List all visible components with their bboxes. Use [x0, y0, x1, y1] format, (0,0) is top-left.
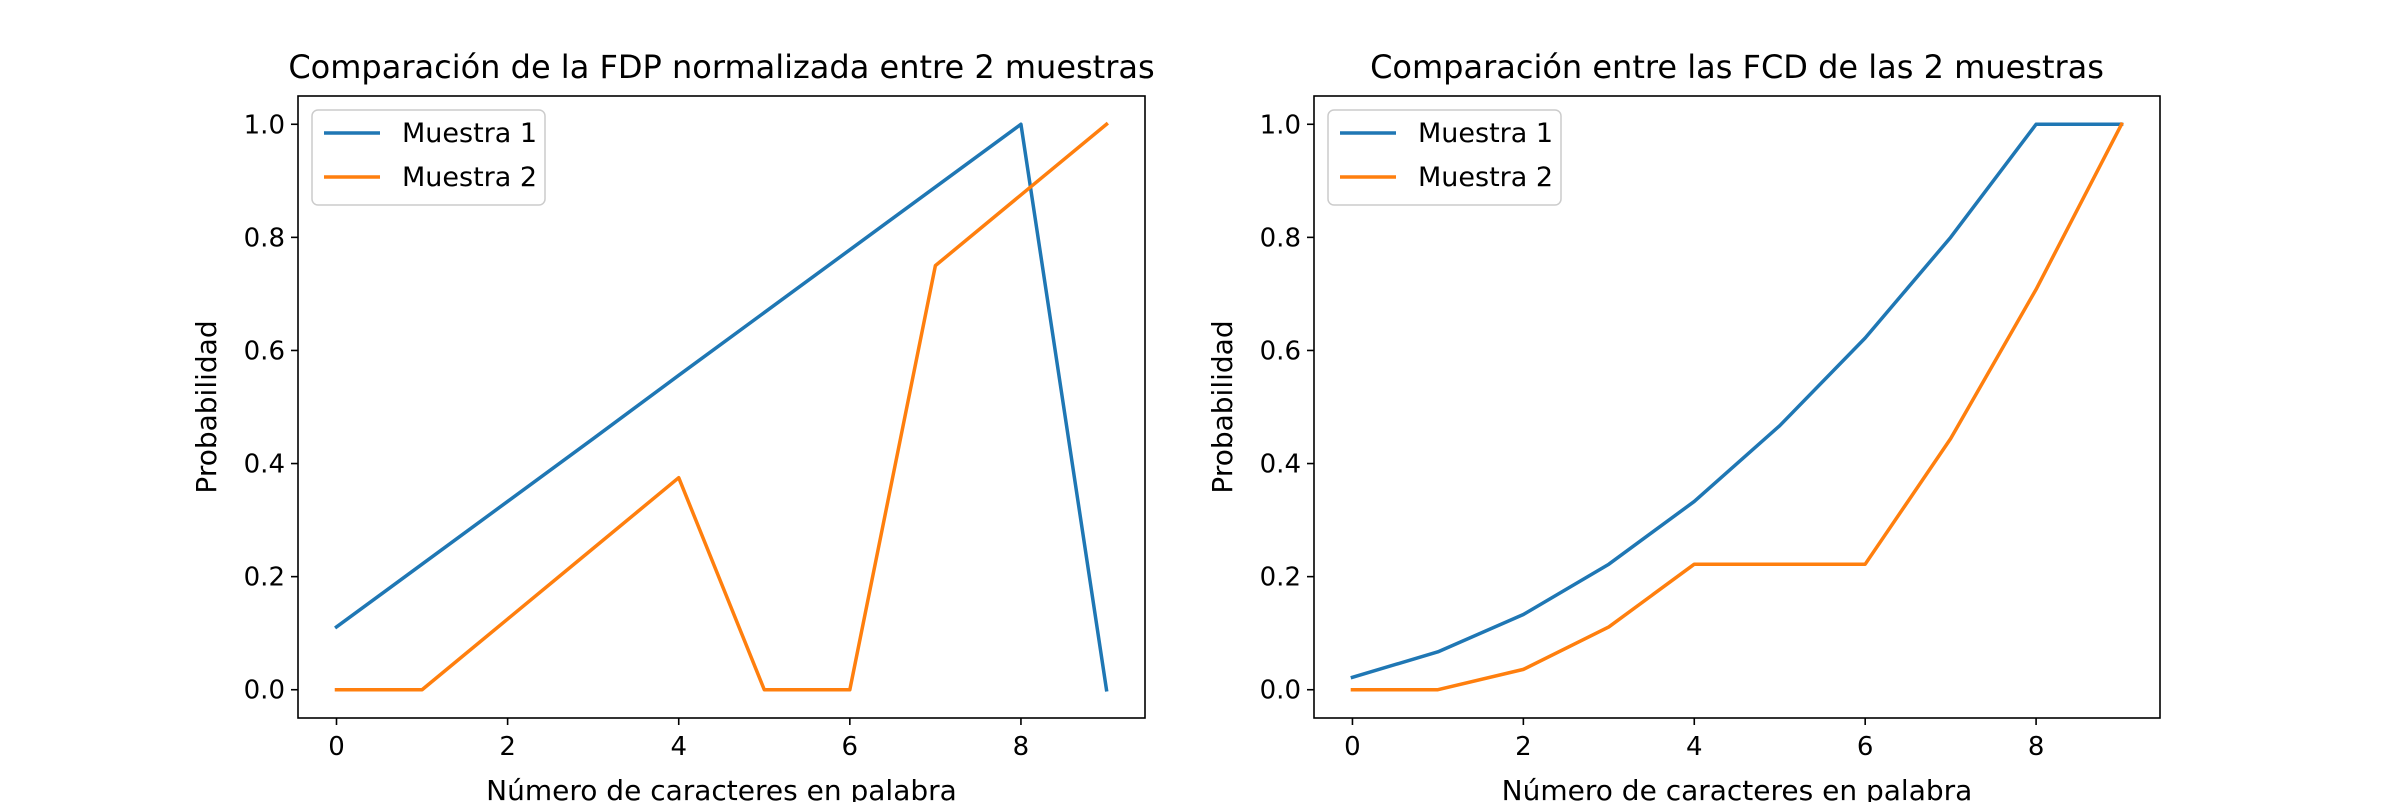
legend-label: Muestra 2: [402, 162, 537, 193]
y-tick-label: 0.4: [1260, 450, 1301, 480]
chart-2: Comparación entre las FCD de las 2 muest…: [1206, 48, 2161, 802]
x-tick-label: 4: [1686, 732, 1703, 762]
x-tick-label: 0: [328, 732, 345, 762]
y-tick-label: 0.2: [244, 563, 285, 593]
y-tick-label: 0.8: [1260, 223, 1301, 253]
y-tick-label: 1.0: [244, 110, 285, 140]
x-axis-label: Número de caracteres en palabra: [486, 774, 957, 802]
x-tick-label: 8: [1013, 732, 1030, 762]
y-tick-label: 0.2: [1260, 563, 1301, 593]
legend-label: Muestra 2: [1418, 162, 1553, 193]
y-tick-label: 0.4: [244, 450, 285, 480]
series-line-muestra-2: [334, 121, 1109, 692]
legend: Muestra 1 Muestra 2: [1327, 109, 1562, 206]
plot-frame: [1313, 95, 2161, 719]
chart-1: Comparación de la FDP normalizada entre …: [190, 48, 1155, 802]
legend: Muestra 1 Muestra 2: [311, 109, 546, 206]
series-line-muestra-1: [1350, 122, 2124, 680]
y-tick-label: 0.6: [244, 336, 285, 366]
y-tick-label: 0.0: [1260, 676, 1301, 706]
x-tick-label: 4: [670, 732, 687, 762]
series-line-muestra-1: [334, 122, 1109, 692]
legend-label: Muestra 1: [402, 118, 537, 149]
series-line-muestra-2: [1350, 121, 2124, 692]
x-tick-label: 6: [1857, 732, 1874, 762]
y-tick-label: 0.8: [244, 223, 285, 253]
y-axis-label: Probabilidad: [1206, 320, 1239, 493]
x-tick-label: 2: [499, 732, 516, 762]
y-axis-label: Probabilidad: [190, 320, 223, 493]
legend-label: Muestra 1: [1418, 118, 1553, 149]
x-tick-label: 6: [842, 732, 859, 762]
x-axis-label: Número de caracteres en palabra: [1502, 774, 1973, 802]
y-tick-label: 0.0: [244, 676, 285, 706]
x-tick-label: 2: [1515, 732, 1532, 762]
y-tick-label: 0.6: [1260, 336, 1301, 366]
plot-frame: [297, 95, 1146, 719]
chart-title: Comparación entre las FCD de las 2 muest…: [1370, 48, 2104, 86]
x-tick-label: 8: [2028, 732, 2045, 762]
y-tick-label: 1.0: [1260, 110, 1301, 140]
chart-title: Comparación de la FDP normalizada entre …: [288, 48, 1154, 86]
x-tick-label: 0: [1344, 732, 1361, 762]
